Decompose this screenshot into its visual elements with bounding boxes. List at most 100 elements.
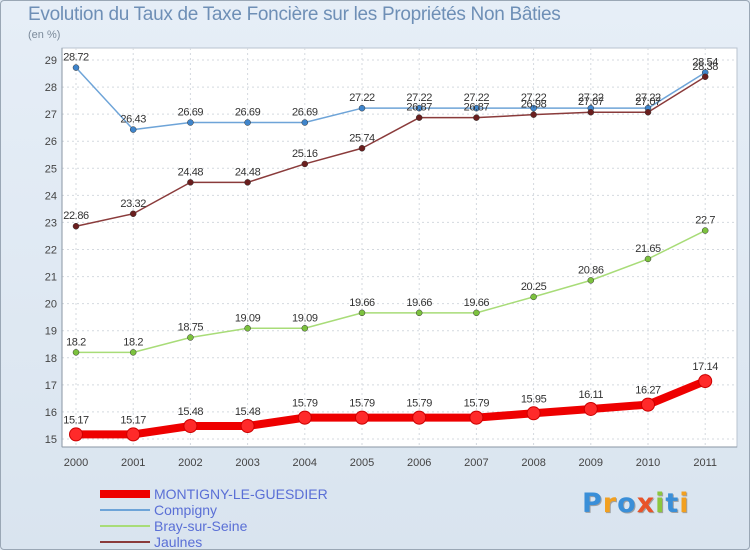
data-point xyxy=(641,397,655,412)
data-point xyxy=(415,114,423,121)
data-point xyxy=(526,406,541,421)
data-point xyxy=(701,73,709,81)
x-tick-label: 2003 xyxy=(235,457,259,469)
legend-label: Compigny xyxy=(154,502,218,518)
data-label: 18.2 xyxy=(66,336,86,348)
data-point xyxy=(301,325,309,332)
y-tick-label: 27 xyxy=(45,109,57,121)
chart-subtitle: (en %) xyxy=(28,29,61,41)
logo-letter: x xyxy=(636,488,656,519)
x-tick-label: 2010 xyxy=(636,457,660,469)
data-point xyxy=(129,349,137,356)
x-tick-label: 2009 xyxy=(579,457,603,469)
data-point xyxy=(473,114,480,121)
data-label: 15.79 xyxy=(292,398,318,410)
legend-swatch xyxy=(100,541,150,543)
data-label: 28.72 xyxy=(63,52,89,64)
data-point xyxy=(126,427,141,442)
data-label: 19.66 xyxy=(349,297,375,309)
data-label: 26.69 xyxy=(235,107,261,119)
data-point xyxy=(72,64,80,71)
legend-label: Jaulnes xyxy=(154,534,203,550)
data-point xyxy=(587,108,595,116)
data-point xyxy=(301,119,309,126)
data-label: 20.25 xyxy=(521,281,547,293)
legend-label: Bray-sur-Seine xyxy=(154,518,248,534)
data-point xyxy=(187,334,194,341)
data-point xyxy=(415,309,423,317)
data-point xyxy=(644,108,652,116)
data-label: 27.07 xyxy=(635,96,661,108)
proxiti-logo: Proxiti xyxy=(582,488,690,519)
y-tick-label: 15 xyxy=(45,434,57,446)
data-label: 27.22 xyxy=(635,92,661,104)
chart-title: Evolution du Taux de Taxe Foncière sur l… xyxy=(28,4,561,25)
data-point xyxy=(244,325,251,332)
series-line xyxy=(76,377,707,439)
data-point xyxy=(129,210,137,218)
data-label: 20.86 xyxy=(578,264,604,276)
x-tick-label: 2005 xyxy=(350,457,374,469)
series-line xyxy=(75,76,706,227)
x-tick-label: 2001 xyxy=(121,457,145,469)
data-label: 15.48 xyxy=(178,406,204,418)
x-tick-label: 2007 xyxy=(464,457,488,469)
x-tick-label: 2004 xyxy=(293,457,317,469)
data-point xyxy=(72,349,80,356)
data-point xyxy=(530,104,537,112)
y-tick-label: 21 xyxy=(45,272,57,284)
data-point xyxy=(69,427,83,442)
data-label: 15.17 xyxy=(63,414,89,426)
y-tick-label: 17 xyxy=(45,380,57,392)
data-point xyxy=(473,104,480,112)
data-label: 27.22 xyxy=(406,92,432,104)
data-label: 18.2 xyxy=(123,336,143,348)
data-label: 19.09 xyxy=(235,312,261,324)
data-point xyxy=(301,160,309,168)
data-label: 15.17 xyxy=(120,414,146,426)
y-tick-label: 19 xyxy=(45,326,57,338)
data-point xyxy=(587,277,595,284)
data-point xyxy=(644,255,652,263)
data-point xyxy=(183,419,198,434)
data-label: 27.07 xyxy=(578,96,604,108)
data-point xyxy=(355,410,369,425)
x-tick-label: 2000 xyxy=(64,457,88,469)
legend-swatch xyxy=(100,525,150,527)
data-label: 26.69 xyxy=(178,107,204,119)
data-point xyxy=(412,410,427,425)
data-point xyxy=(187,179,194,186)
y-tick-label: 29 xyxy=(45,55,57,67)
data-label: 15.95 xyxy=(521,393,547,405)
logo-letter: r xyxy=(602,488,618,519)
plot-area xyxy=(61,47,738,448)
y-tick-label: 26 xyxy=(45,136,57,148)
y-tick-label: 20 xyxy=(45,299,57,311)
data-label: 22.86 xyxy=(63,210,89,222)
data-label: 24.48 xyxy=(235,166,261,178)
y-tick-label: 23 xyxy=(45,217,57,229)
data-label: 15.79 xyxy=(349,398,375,410)
y-tick-label: 16 xyxy=(45,407,57,419)
data-label: 15.79 xyxy=(464,398,490,410)
data-point xyxy=(530,293,537,301)
data-label: 26.69 xyxy=(292,107,318,119)
data-label: 25.16 xyxy=(292,148,318,160)
logo-letter: i xyxy=(679,488,690,519)
data-point xyxy=(72,222,80,230)
legend-swatch xyxy=(100,509,150,511)
data-label: 15.79 xyxy=(406,398,432,410)
x-tick-label: 2008 xyxy=(521,457,545,469)
data-point xyxy=(358,104,366,112)
y-tick-label: 28 xyxy=(45,82,57,94)
y-tick-label: 25 xyxy=(45,163,57,175)
data-label: 19.66 xyxy=(464,297,490,309)
data-label: 19.09 xyxy=(292,312,318,324)
legend-swatch xyxy=(100,490,150,498)
data-label: 27.22 xyxy=(464,92,490,104)
y-tick-label: 18 xyxy=(45,353,57,365)
data-label: 27.22 xyxy=(578,92,604,104)
x-tick-label: 2006 xyxy=(407,457,431,469)
data-label: 16.11 xyxy=(578,389,603,401)
